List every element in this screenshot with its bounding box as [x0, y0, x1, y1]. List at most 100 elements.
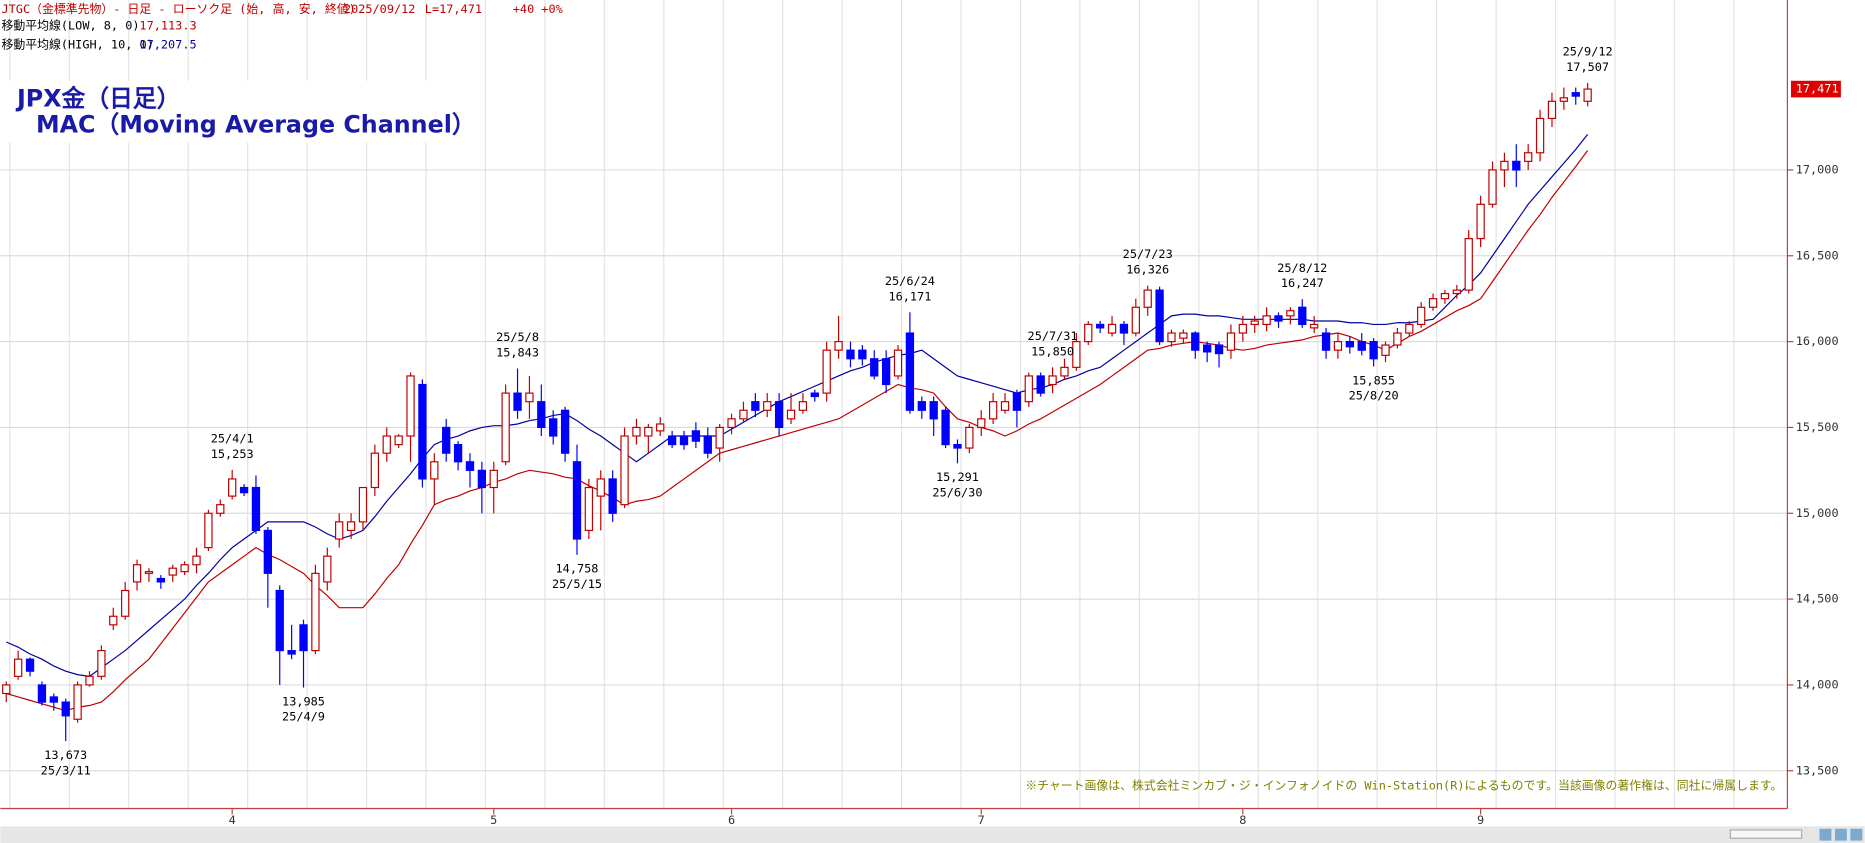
candle-body [1476, 203, 1485, 240]
candle-body [287, 649, 296, 655]
candle-body [917, 401, 926, 411]
legend-name: 移動平均線(HIGH, 10, 0) [2, 38, 154, 52]
candle-body [751, 401, 760, 411]
candle-body [739, 409, 748, 420]
annotation-value: 17,507 [1566, 60, 1609, 74]
candle-body [1345, 341, 1354, 348]
candle-body [73, 684, 82, 720]
candle-body [370, 452, 380, 489]
candle-body [977, 418, 986, 429]
annotation-date: 25/5/15 [552, 577, 602, 591]
candle-body [1179, 332, 1188, 339]
candle-body [786, 409, 796, 420]
candle-body [2, 684, 11, 695]
candle-body [239, 486, 249, 494]
zoom-icon[interactable] [1850, 828, 1863, 841]
y-tick-label: 17,000 [1796, 162, 1839, 176]
annotation-value: 14,758 [556, 562, 599, 576]
candle-body [1167, 332, 1176, 343]
candle-body [1547, 100, 1557, 120]
candle-body [584, 486, 594, 532]
annotation-value: 15,291 [936, 470, 979, 484]
annotation-value: 16,326 [1126, 263, 1169, 277]
candle-body [204, 512, 213, 549]
scrollbar[interactable] [1729, 829, 1803, 839]
candle-body [216, 504, 225, 514]
candle-body [323, 555, 332, 583]
candle-body [1155, 289, 1164, 343]
candle-body [1060, 366, 1069, 377]
candle-body [13, 658, 23, 677]
candle-body [667, 435, 677, 446]
candle-body [465, 461, 475, 471]
candle-body [1488, 169, 1497, 205]
candle-body [549, 418, 558, 437]
annotation-value: 13,985 [282, 694, 325, 708]
annotation-date: 25/4/9 [282, 710, 325, 724]
candle-body [1500, 160, 1509, 171]
candle-body [1131, 306, 1140, 334]
annotation-date: 25/6/30 [932, 486, 982, 500]
candle-body [192, 555, 201, 566]
candle-body [1357, 341, 1366, 351]
candle-body [346, 521, 356, 532]
candle-body [1417, 306, 1426, 326]
x-tick-label: 5 [490, 813, 497, 827]
candle-body [572, 461, 582, 540]
candle-body [929, 401, 938, 420]
annotation-value: 15,843 [496, 346, 539, 360]
candle-body [1012, 392, 1022, 411]
candle-body [608, 478, 617, 514]
candle-body [418, 383, 427, 480]
candle-body [1333, 341, 1343, 351]
annotation-date: 25/8/20 [1349, 389, 1399, 403]
annotation-date: 25/9/12 [1563, 44, 1613, 58]
candle-body [1107, 323, 1117, 334]
annotation-value: 13,673 [44, 748, 87, 762]
candle-body [168, 567, 177, 576]
candle-body [1274, 315, 1283, 322]
price-tag-label: 17,471 [1796, 82, 1839, 96]
candle-body [180, 564, 189, 573]
annotation-date: 25/3/11 [41, 763, 91, 777]
candle-body [798, 401, 808, 411]
candle-body [834, 341, 843, 351]
candle-body [144, 571, 154, 574]
price-tag [1790, 80, 1841, 98]
y-tick-label: 16,500 [1796, 248, 1839, 262]
candle-body [477, 469, 487, 489]
annotation-value: 16,247 [1281, 276, 1324, 290]
candle-body [311, 572, 320, 652]
candle-body [1405, 323, 1414, 334]
zoom-icon[interactable] [1834, 828, 1847, 841]
candle-body [263, 529, 273, 574]
candle-body [251, 486, 261, 532]
candle-body [822, 349, 831, 394]
candle-body [430, 461, 439, 480]
title-backdrop [0, 80, 470, 143]
candle-body [358, 486, 368, 523]
candle-body [49, 696, 58, 703]
candle-body [703, 435, 712, 454]
candle-body [988, 401, 998, 420]
candle-body [537, 401, 546, 429]
ma-line [6, 133, 1589, 677]
candle-body [25, 658, 35, 672]
candle-body [727, 418, 736, 429]
candle-body [61, 701, 70, 717]
candle-body [846, 349, 855, 360]
candle-body [1024, 375, 1033, 403]
x-tick-label: 4 [229, 813, 236, 827]
candle-body [679, 435, 689, 446]
candle-body [1393, 332, 1402, 346]
candle-body [953, 444, 962, 449]
candle-body [870, 358, 879, 377]
candle-body [501, 392, 510, 463]
candle-body [1298, 306, 1307, 326]
candle-body [560, 409, 570, 454]
zoom-icon[interactable] [1819, 828, 1832, 841]
candle-body [1095, 323, 1105, 329]
candle-body [620, 435, 629, 506]
candle-body [1084, 323, 1093, 343]
